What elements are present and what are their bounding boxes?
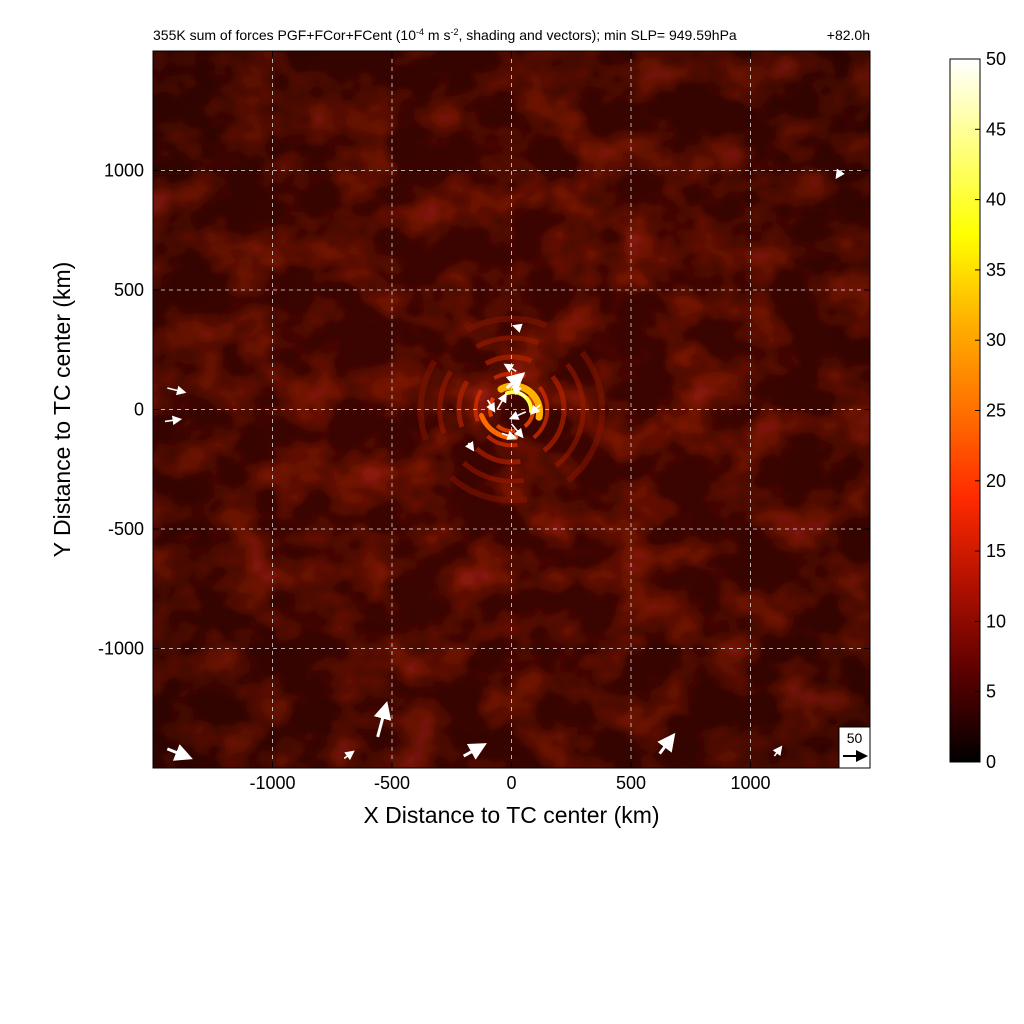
x-axis-label: X Distance to TC center (km): [363, 802, 659, 828]
x-tick-label: 1000: [730, 773, 770, 793]
y-tick-label: 500: [114, 280, 144, 300]
y-axis-label: Y Distance to TC center (km): [49, 262, 75, 558]
y-tick-label: -500: [108, 519, 144, 539]
colorbar-tick-label: 20: [986, 471, 1006, 491]
force-vector: [503, 363, 517, 373]
force-vector: [373, 701, 392, 738]
force-vector: [657, 732, 676, 755]
plot-area: [153, 51, 870, 768]
reference-vector-label: 50: [847, 730, 863, 746]
core-ring: [437, 335, 586, 484]
colorbar-tick-label: 45: [986, 119, 1006, 139]
force-vector: [496, 392, 507, 410]
force-vectors: [164, 168, 845, 761]
colorbar-tick-label: 35: [986, 260, 1006, 280]
force-vector: [167, 385, 187, 396]
colorbar-tick-label: 30: [986, 330, 1006, 350]
colorbar-tick-label: 40: [986, 190, 1006, 210]
force-vector: [512, 323, 523, 333]
x-tick-label: -1000: [249, 773, 295, 793]
force-vector: [462, 743, 487, 760]
force-vector: [510, 423, 524, 439]
y-tick-label: 0: [134, 400, 144, 420]
force-vector: [486, 399, 496, 413]
force-vector: [511, 385, 527, 399]
force-vector: [772, 745, 783, 757]
colorbar-ticks: 0 5 10 15 20 25 30 35 40 45 50: [975, 49, 1006, 772]
x-tick-label: -500: [374, 773, 410, 793]
colorbar-tick-label: 5: [986, 682, 996, 702]
force-vector: [835, 168, 845, 180]
force-vector: [505, 372, 526, 391]
reference-vector-box: 50: [838, 726, 871, 769]
y-tick-label: 1000: [104, 161, 144, 181]
force-vector: [166, 744, 193, 761]
heatmap-vignette: [153, 51, 870, 768]
force-vector: [501, 430, 517, 440]
colorbar-tick-label: 25: [986, 401, 1006, 421]
time-label: +82.0h: [827, 27, 870, 43]
x-axis: -1000 -500 0 500 1000: [249, 51, 771, 793]
x-tick-label: 0: [506, 773, 516, 793]
force-vector: [508, 410, 527, 420]
force-vector: [529, 404, 541, 415]
y-tick-label: -1000: [98, 639, 144, 659]
colorbar-tick-label: 15: [986, 541, 1006, 561]
colorbar-tick-label: 10: [986, 611, 1006, 631]
y-axis: 1000 500 0 -500 -1000: [98, 161, 870, 659]
force-vector: [343, 750, 355, 761]
x-tick-label: 500: [616, 773, 646, 793]
force-vector: [464, 440, 475, 452]
colorbar: 0 5 10 15 20 25 30 35 40 45 50: [949, 49, 1006, 772]
colorbar-tick-label: 50: [986, 49, 1006, 69]
chart-title: 355K sum of forces PGF+FCor+FCent (10-4 …: [153, 27, 737, 43]
force-vector: [164, 415, 183, 426]
colorbar-tick-label: 0: [986, 752, 996, 772]
